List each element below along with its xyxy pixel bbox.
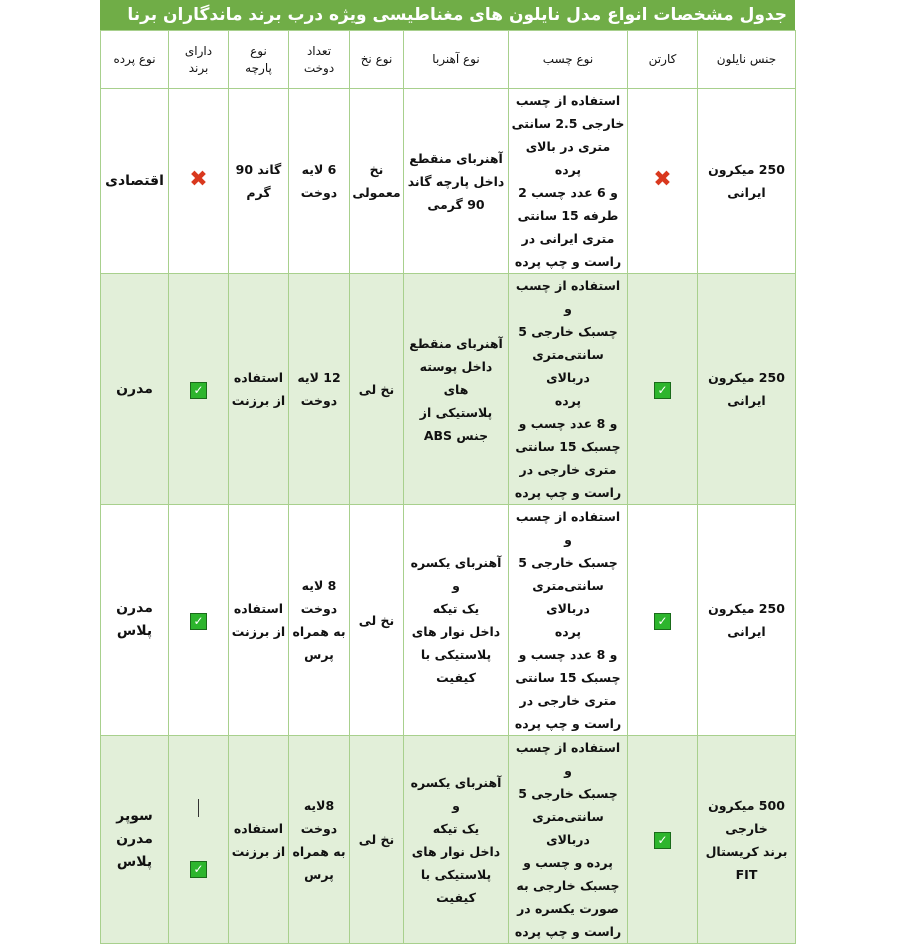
cell-magnet: آهنربای منقطع داخل پوسته های پلاستیکی از… [403, 273, 509, 505]
table-row: 250 میکرون ایرانی ✓ استفاده از چسب و چسبک … [100, 504, 796, 736]
cell-brand: ✓ [168, 273, 229, 505]
checkbox-checked-icon: ✓ [654, 612, 671, 630]
header-stitch: تعداد دوخت [288, 30, 350, 89]
checkbox-checked-icon: ✓ [190, 861, 207, 878]
cell-carton: ✓ [627, 273, 698, 505]
cell-type: مدرن پلاس [100, 504, 169, 736]
cell-glue: استفاده از چسب و چسبک خارجی 5 سانتی‌متری… [508, 735, 628, 944]
cell-nylon: 250 میکرون ایرانی [697, 88, 796, 274]
checkbox-checked-icon: ✓ [190, 381, 207, 399]
spec-table: جنس نایلون کارتن نوع چسب نوع آهنربا نوع … [100, 30, 796, 944]
cell-nylon: 500 میکرون خارجی برند کریستال FIT [697, 735, 796, 944]
header-nylon: جنس نایلون [697, 30, 796, 89]
cell-thread: نخ لی [349, 504, 404, 736]
cell-nylon: 250 میکرون ایرانی [697, 273, 796, 505]
cell-type: سوپر مدرن پلاس [100, 735, 169, 944]
header-row: جنس نایلون کارتن نوع چسب نوع آهنربا نوع … [100, 30, 796, 89]
cell-thread: نخ لی [349, 273, 404, 505]
header-type: نوع پرده [100, 30, 169, 89]
cell-glue: استفاده از چسب و چسبک خارجی 5 سانتی‌متری… [508, 273, 628, 505]
cell-carton: ✓ [627, 504, 698, 736]
cell-brand: ✖ [168, 88, 229, 274]
header-carton: کارتن [627, 30, 698, 89]
cell-magnet: آهنربای یکسره و یک تیکه داخل نوار های پل… [403, 504, 509, 736]
table-row: 500 میکرون خارجی برند کریستال FIT ✓ استفاد… [100, 735, 796, 944]
cross-icon: ✖ [189, 167, 208, 192]
cell-fabric: استفاده از برزنت [228, 735, 289, 944]
cell-glue: استفاده از چسب و چسبک خارجی 5 سانتی‌متری… [508, 504, 628, 736]
cell-magnet: آهنربای منقطع داخل پارچه گاند 90 گرمی [403, 88, 509, 274]
header-brand: دارای برند [168, 30, 229, 89]
cell-magnet: آهنربای یکسره و یک تیکه داخل نوار های پل… [403, 735, 509, 944]
cell-stitch: 8 لایه دوخت به همراه پرس [288, 504, 350, 736]
cell-brand: ✓ [168, 504, 229, 736]
header-magnet: نوع آهنربا [403, 30, 509, 89]
cell-stitch: 12 لایه دوخت [288, 273, 350, 505]
cell-thread: نخ لی [349, 735, 404, 944]
spec-table-container: جدول مشخصات انواع مدل نایلون های مغناطیس… [100, 0, 796, 944]
checkbox-checked-icon: ✓ [654, 381, 671, 399]
checkbox-checked-icon: ✓ [654, 832, 671, 849]
cell-fabric: استفاده از برزنت [228, 273, 289, 505]
table-row: 250 میکرون ایرانی ✖ استفاده از چسب خارجی 2… [100, 88, 796, 274]
cell-nylon: 250 میکرون ایرانی [697, 504, 796, 736]
cell-glue: استفاده از چسب خارجی 2.5 سانتی متری در ب… [508, 88, 628, 274]
cell-brand: ✓ [168, 735, 229, 944]
cell-carton: ✖ [627, 88, 698, 274]
cell-fabric: گاند 90 گرم [228, 88, 289, 274]
header-fabric: نوع پارچه [228, 30, 289, 89]
checkbox-checked-icon: ✓ [190, 612, 207, 630]
header-thread: نوع نخ [349, 30, 404, 89]
text-cursor [198, 799, 199, 817]
table-row: 250 میکرون ایرانی ✓ استفاده از چسب و چسبک … [100, 273, 796, 505]
cross-icon: ✖ [653, 167, 672, 192]
cell-stitch: 8لایه دوخت به همراه پرس [288, 735, 350, 944]
cell-carton: ✓ [627, 735, 698, 944]
table-title: جدول مشخصات انواع مدل نایلون های مغناطیس… [100, 0, 795, 30]
cell-thread: نخ معمولی [349, 88, 404, 274]
header-glue: نوع چسب [508, 30, 628, 89]
cell-stitch: 6 لایه دوخت [288, 88, 350, 274]
cell-type: اقتصادی [100, 88, 169, 274]
cell-type: مدرن [100, 273, 169, 505]
cell-fabric: استفاده از برزنت [228, 504, 289, 736]
